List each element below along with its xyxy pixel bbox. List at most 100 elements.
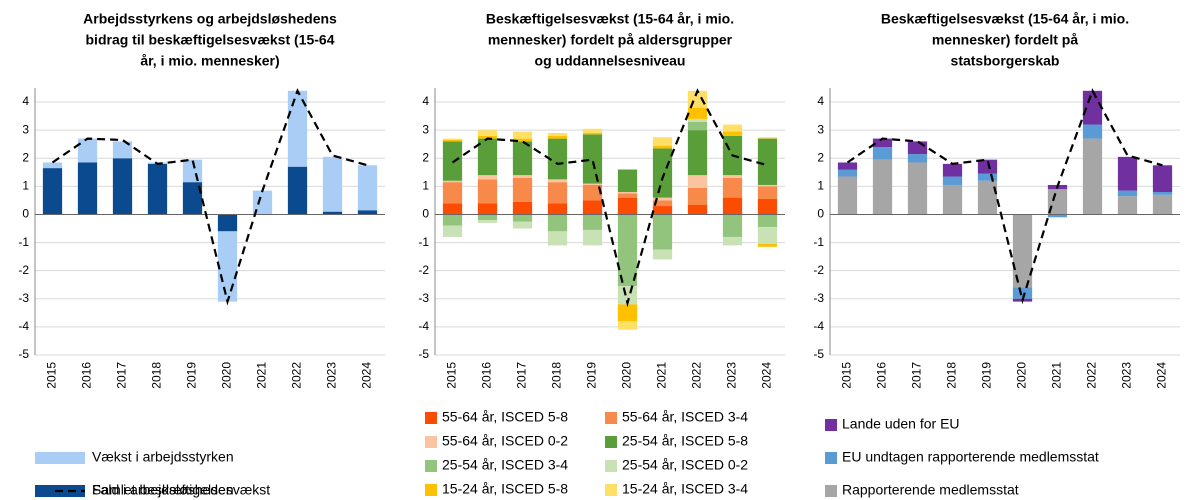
bar-segment	[582, 132, 603, 135]
bar-segment	[582, 214, 603, 230]
bar-segment	[652, 145, 673, 149]
x-tick-label: 2023	[725, 362, 739, 389]
legend-label: 55-64 år, ISCED 0-2	[442, 433, 568, 449]
bar-segment	[652, 214, 673, 250]
x-tick-label: 2020	[1015, 362, 1029, 389]
bar-segment	[977, 159, 998, 174]
y-tick-label: 0	[817, 207, 824, 221]
bar-segment	[512, 175, 533, 178]
legend-label: Rapporterende medlemsstat	[842, 482, 1019, 498]
chart-title: Arbejdsstyrkens og arbejdsløshedens	[83, 11, 337, 27]
bar-segment	[687, 187, 708, 205]
y-tick-label: 1	[22, 179, 29, 193]
y-tick-label: -3	[813, 291, 824, 305]
bar-segment	[512, 141, 533, 176]
legend-label: 25-54 år, ISCED 3-4	[442, 457, 568, 473]
bar-segment	[547, 179, 568, 183]
y-tick-label: -4	[18, 319, 29, 333]
x-tick-label: 2020	[620, 362, 634, 389]
bar-segment	[582, 184, 603, 201]
bar-segment	[357, 210, 378, 215]
bar-segment	[617, 193, 638, 198]
chart-title: mennesker) fordelt på aldersgrupper	[488, 32, 733, 48]
y-tick-label: 0	[422, 207, 429, 221]
legend-marker	[35, 452, 85, 464]
bar-segment	[687, 130, 708, 176]
y-tick-label: 2	[22, 150, 29, 164]
x-tick-label: 2017	[910, 362, 924, 389]
legend-marker	[605, 412, 617, 424]
bar-segment	[512, 201, 533, 215]
bar-segment	[1117, 156, 1138, 191]
legend-marker	[425, 436, 437, 448]
bar-segment	[1047, 214, 1068, 218]
chart-title: statsborgerskab	[951, 53, 1060, 69]
bar-segment	[687, 121, 708, 131]
legend-marker	[605, 436, 617, 448]
x-tick-label: 2021	[655, 362, 669, 389]
y-tick-label: -2	[813, 263, 824, 277]
bar-segment	[757, 186, 778, 200]
x-tick-label: 2019	[185, 362, 199, 389]
bar-segment	[687, 118, 708, 122]
x-tick-label: 2023	[1120, 362, 1134, 389]
x-tick-label: 2024	[760, 362, 774, 389]
legend-label: Samlet beskæftigelsesvækst	[92, 482, 270, 498]
x-tick-label: 2018	[945, 362, 959, 389]
bar-segment	[512, 214, 533, 222]
y-tick-label: 3	[422, 122, 429, 136]
bar-segment	[907, 141, 928, 155]
bar-segment	[1012, 287, 1033, 299]
legend-marker	[825, 419, 837, 431]
bar-segment	[477, 175, 498, 180]
x-tick-label: 2017	[115, 362, 129, 389]
bar-segment	[112, 158, 133, 215]
x-tick-label: 2015	[45, 362, 59, 389]
bar-segment	[1082, 138, 1103, 215]
x-tick-label: 2023	[325, 362, 339, 389]
chart-title: bidrag til beskæftigelsesvækst (15-64	[86, 32, 335, 48]
bar-segment	[617, 169, 638, 192]
bar-segment	[477, 220, 498, 223]
x-tick-label: 2019	[980, 362, 994, 389]
bar-segment	[1082, 90, 1103, 125]
legend-label: EU undtagen rapporterende medlemsstat	[842, 449, 1099, 465]
bar-segment	[977, 180, 998, 215]
chart-title: Beskæftigelsesvækst (15-64 år, i mio.	[486, 11, 734, 27]
bar-segment	[182, 182, 203, 215]
bar-segment	[687, 107, 708, 119]
bar-segment	[617, 197, 638, 215]
bar-segment	[652, 249, 673, 260]
bar-segment	[1152, 191, 1173, 195]
bar-segment	[477, 138, 498, 176]
bar-segment	[1152, 165, 1173, 192]
bar-segment	[617, 321, 638, 330]
legend-marker	[825, 485, 837, 497]
x-tick-label: 2022	[1085, 362, 1099, 389]
y-tick-label: -1	[813, 235, 824, 249]
bar-segment	[722, 124, 743, 132]
bar-segment	[477, 214, 498, 221]
y-tick-label: -3	[418, 291, 429, 305]
bar-segment	[652, 148, 673, 198]
legend-marker	[605, 460, 617, 472]
x-tick-label: 2022	[690, 362, 704, 389]
bar-segment	[872, 138, 893, 148]
legend-marker	[425, 412, 437, 424]
bar-segment	[837, 162, 858, 170]
x-tick-label: 2022	[290, 362, 304, 389]
bar-segment	[217, 214, 238, 232]
legend-marker	[425, 460, 437, 472]
bar-segment	[442, 141, 463, 181]
x-tick-label: 2021	[255, 362, 269, 389]
bar-segment	[442, 225, 463, 237]
x-tick-label: 2020	[220, 362, 234, 389]
legend-label: 25-54 år, ISCED 5-8	[622, 433, 748, 449]
bar-segment	[112, 141, 133, 159]
bar-segment	[42, 168, 63, 215]
bar-segment	[42, 162, 63, 169]
bar-segment	[757, 184, 778, 187]
bar-segment	[617, 191, 638, 194]
legend-marker	[605, 484, 617, 496]
bar-segment	[442, 203, 463, 215]
